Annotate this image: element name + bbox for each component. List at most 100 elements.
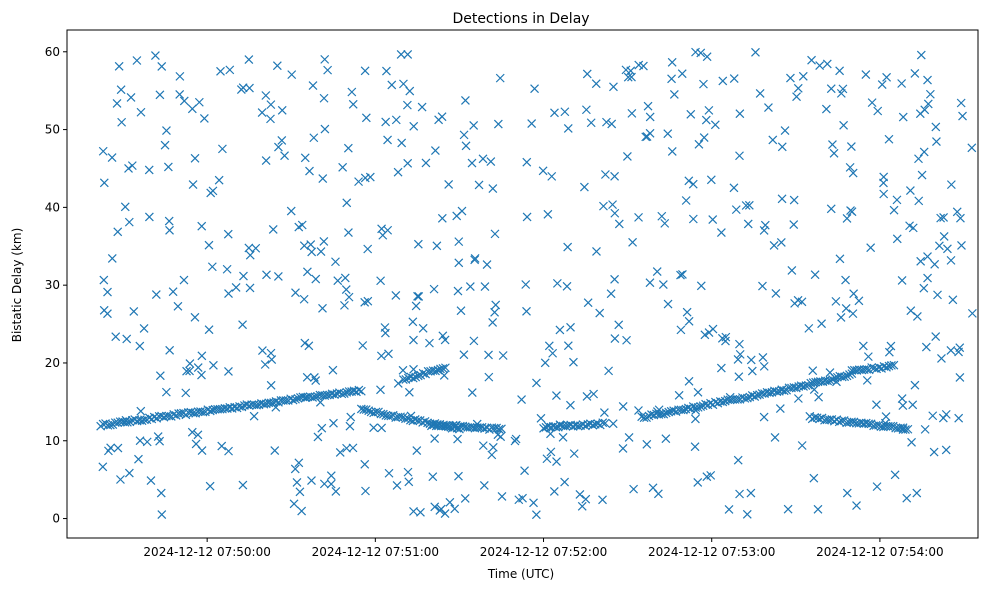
detection-marker [920,105,930,115]
detection-marker [699,79,708,89]
detection-marker [175,90,185,99]
detection-marker [273,272,283,281]
detection-marker [863,352,873,362]
detection-marker [281,396,291,405]
detection-marker [939,213,949,222]
detection-marker [544,341,554,351]
detection-marker [121,415,131,425]
detection-marker [383,225,393,235]
detection-marker [910,69,920,78]
detection-marker [311,376,321,386]
y-tick-label: 40 [45,200,60,214]
detection-marker [274,142,283,152]
detection-marker [484,350,493,360]
detection-marker [345,421,355,431]
detection-marker [618,444,628,453]
detection-marker [872,400,881,410]
detection-marker [344,228,353,237]
detection-marker [586,118,596,128]
detection-marker [919,283,929,293]
detection-marker [301,393,311,402]
detection-marker [841,275,850,285]
detection-marker [155,371,165,381]
detection-marker [266,380,276,390]
detection-marker [272,61,282,71]
detection-marker [486,157,496,167]
detection-marker [478,441,488,451]
detection-marker [645,112,655,122]
detection-marker [861,70,871,79]
detection-marker [776,237,786,247]
detection-marker [914,154,923,164]
detection-marker [903,424,913,434]
detection-marker [251,243,261,253]
detection-marker [775,404,785,414]
detection-marker [448,420,458,430]
detection-marker [700,330,710,340]
y-tick-label: 30 [45,278,60,292]
detection-marker [582,391,592,401]
detection-marker [165,225,174,235]
detection-marker [610,334,620,343]
detection-marker [162,126,171,136]
detection-marker [954,413,964,423]
detection-marker [932,137,941,147]
detection-marker [425,338,434,348]
detection-marker [746,488,756,498]
detection-marker [135,436,145,446]
detection-marker [271,402,281,412]
detection-marker [916,256,926,266]
detection-marker [742,509,752,519]
detection-marker [318,303,327,313]
detection-marker [111,332,121,342]
detection-marker [931,332,941,341]
detection-marker [854,296,864,306]
detection-marker [956,98,966,108]
detection-marker [898,423,908,433]
detection-marker [126,92,136,102]
detection-marker [657,211,667,221]
detection-marker [641,132,651,142]
detection-marker [188,180,198,189]
y-tick-label: 0 [52,512,60,526]
detection-marker [595,308,605,318]
detection-marker [548,348,558,358]
detection-marker [948,295,958,305]
detection-marker [958,111,967,121]
detection-marker [967,143,977,153]
detection-marker [849,417,859,427]
detection-marker [319,479,329,489]
detection-marker [328,365,338,375]
detection-marker [440,335,450,345]
detection-marker [142,437,152,447]
detection-marker [622,151,632,161]
detection-marker [456,306,466,316]
detection-marker [480,282,490,292]
detection-marker [482,260,492,270]
detection-marker [815,61,825,70]
detection-marker [173,301,183,311]
detection-marker [696,281,706,291]
detection-marker [602,117,611,127]
detection-marker [639,413,649,423]
detection-marker [897,79,907,88]
detection-marker [892,234,902,244]
detection-marker [676,325,686,335]
detection-marker [702,52,712,62]
detection-marker [837,416,847,426]
detection-marker [331,257,340,267]
detection-marker [538,166,548,176]
detection-marker [439,420,448,430]
x-tick-label: 2024-12-12 07:52:00 [480,545,607,559]
detection-marker [792,92,801,102]
detection-marker [107,254,117,263]
detection-marker [289,499,299,509]
detection-marker [645,278,655,288]
detection-marker [117,117,127,127]
detection-marker [244,55,254,64]
detection-marker [452,211,462,221]
detection-marker [238,480,248,490]
detection-marker [956,213,965,223]
detection-marker [391,291,401,300]
detection-marker [386,411,396,421]
